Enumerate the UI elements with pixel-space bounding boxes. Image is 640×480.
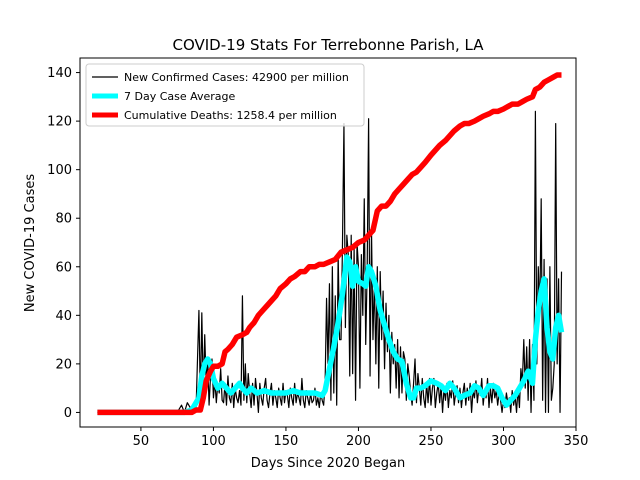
y-tick-label: 120 — [47, 115, 72, 130]
y-tick-label: 40 — [55, 309, 72, 324]
legend: New Confirmed Cases: 42900 per million 7 … — [85, 63, 365, 127]
cumulative-deaths-line — [97, 72, 562, 416]
y-tick-label: 60 — [55, 260, 72, 275]
legend-new-cases-label: New Confirmed Cases: 42900 per million — [124, 71, 349, 84]
x-tick-label: 300 — [491, 434, 516, 449]
plot-frame — [79, 57, 577, 428]
legend-seven-day-average-label: 7 Day Case Average — [124, 90, 236, 103]
y-tick-label: 140 — [47, 66, 72, 81]
x-axis: 50 100 150 200 250 300 350 — [133, 427, 589, 449]
legend-cumulative-deaths-label: Cumulative Deaths: 1258.4 per million — [124, 109, 337, 122]
x-tick-label: 250 — [419, 434, 444, 449]
plot-area — [79, 57, 577, 428]
x-tick-label: 100 — [201, 434, 226, 449]
new-cases-line — [97, 110, 563, 414]
chart-title: COVID-19 Stats For Terrebonne Parish, LA — [172, 36, 484, 54]
x-tick-label: 200 — [346, 434, 371, 449]
y-axis-label: New COVID-19 Cases — [23, 174, 38, 312]
x-axis-label: Days Since 2020 Began — [251, 456, 406, 471]
x-tick-label: 150 — [274, 434, 299, 449]
y-tick-label: 0 — [64, 406, 72, 421]
y-axis: 0 20 40 60 80 100 120 140 — [47, 66, 80, 421]
legend-box — [85, 63, 365, 127]
x-tick-label: 50 — [133, 434, 150, 449]
y-tick-label: 20 — [55, 357, 72, 372]
x-tick-label: 350 — [564, 434, 589, 449]
y-tick-label: 80 — [55, 212, 72, 227]
y-tick-label: 100 — [47, 163, 72, 178]
seven-day-average-line — [97, 254, 565, 416]
